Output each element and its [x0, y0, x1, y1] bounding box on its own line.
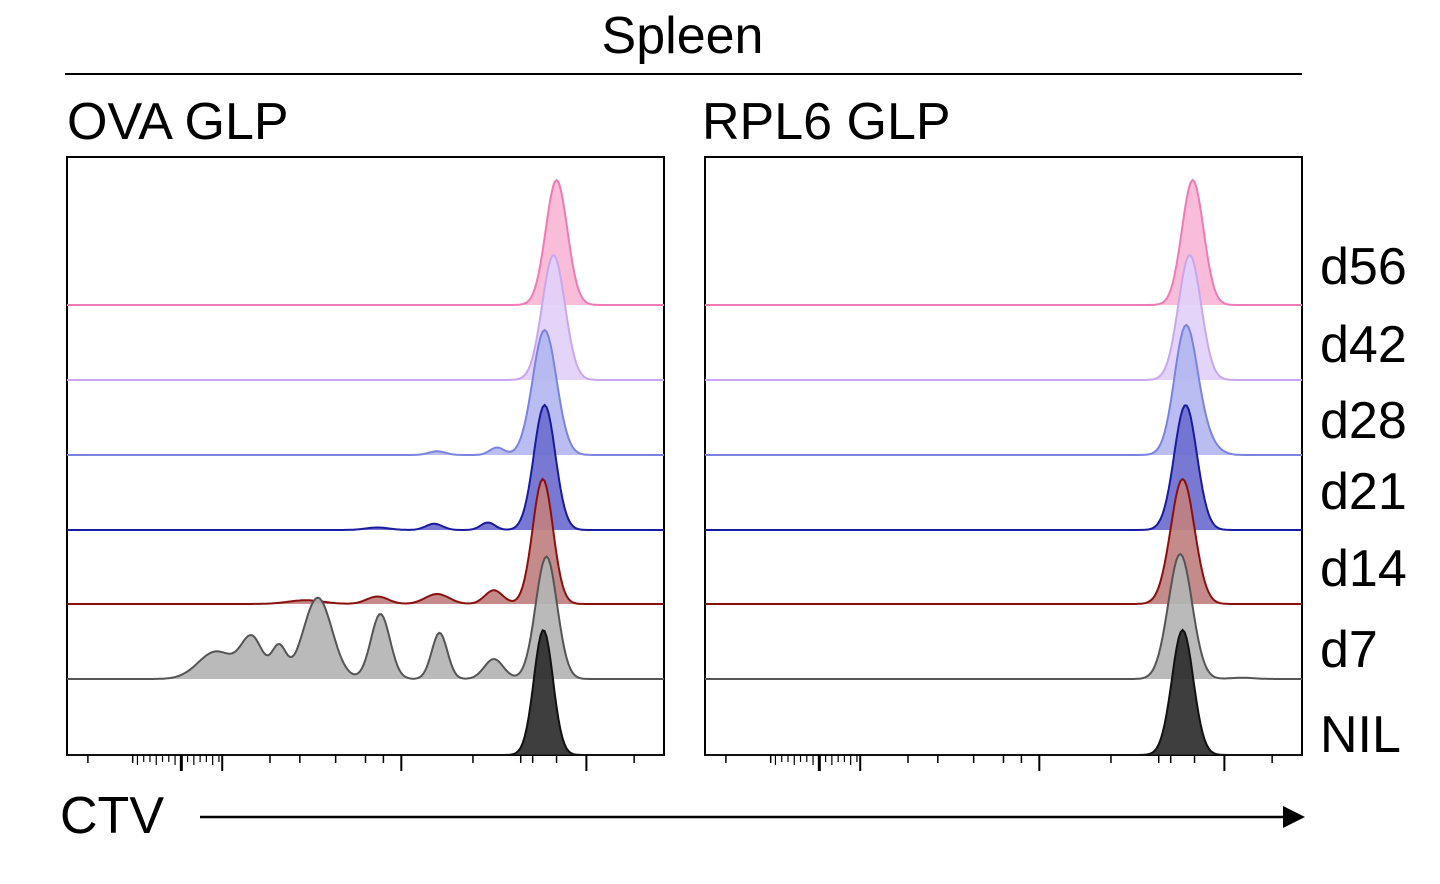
- histogram-fill-d42: [67, 255, 664, 380]
- histogram-line-d7: [705, 552, 1302, 680]
- histogram-line-d7: [67, 555, 664, 680]
- row-label-d7: d7: [1320, 621, 1378, 679]
- histogram-line-d28: [705, 323, 1302, 456]
- panel-title-rpl6: RPL6 GLP: [702, 93, 951, 151]
- histogram-line-d56: [705, 178, 1302, 306]
- panel-title-ova: OVA GLP: [67, 93, 289, 151]
- histogram-fill-d7: [705, 554, 1302, 679]
- histogram-fill-d28: [705, 325, 1302, 455]
- row-label-d14: d14: [1320, 540, 1407, 598]
- row-label-d21: d21: [1320, 463, 1407, 521]
- histogram-line-d21: [705, 404, 1302, 531]
- histogram-line-nil: [705, 628, 1302, 756]
- chart-title: Spleen: [601, 7, 764, 65]
- row-label-d42: d42: [1320, 316, 1407, 374]
- histogram-line-d42: [705, 254, 1302, 381]
- histogram-line-d56: [67, 178, 664, 306]
- histogram-line-d21: [67, 403, 664, 531]
- histogram-fill-d56: [67, 180, 664, 305]
- histogram-fill-d14: [67, 479, 664, 604]
- histogram-fill-d21: [67, 405, 664, 530]
- title-underline: [65, 73, 1302, 75]
- histogram-line-d14: [705, 477, 1302, 605]
- histogram-line-d28: [67, 328, 664, 456]
- histogram-fill-d28: [67, 330, 664, 455]
- x-axis-label: CTV: [60, 787, 164, 845]
- histogram-line-d42: [67, 254, 664, 381]
- histogram-fill-d21: [705, 405, 1302, 530]
- row-label-nil: NIL: [1320, 706, 1401, 764]
- histogram-fill-d56: [705, 180, 1302, 305]
- row-label-d56: d56: [1320, 238, 1407, 296]
- histogram-line-d14: [67, 477, 664, 605]
- x-axis-arrow: [200, 806, 1305, 828]
- histogram-fill-d7: [67, 556, 664, 679]
- histogram-line-nil: [67, 629, 664, 756]
- histogram-fill-d42: [705, 255, 1302, 380]
- histogram-fill-nil: [705, 630, 1302, 755]
- row-label-d28: d28: [1320, 392, 1407, 450]
- histogram-fill-nil: [67, 630, 664, 755]
- histogram-fill-d14: [705, 479, 1302, 604]
